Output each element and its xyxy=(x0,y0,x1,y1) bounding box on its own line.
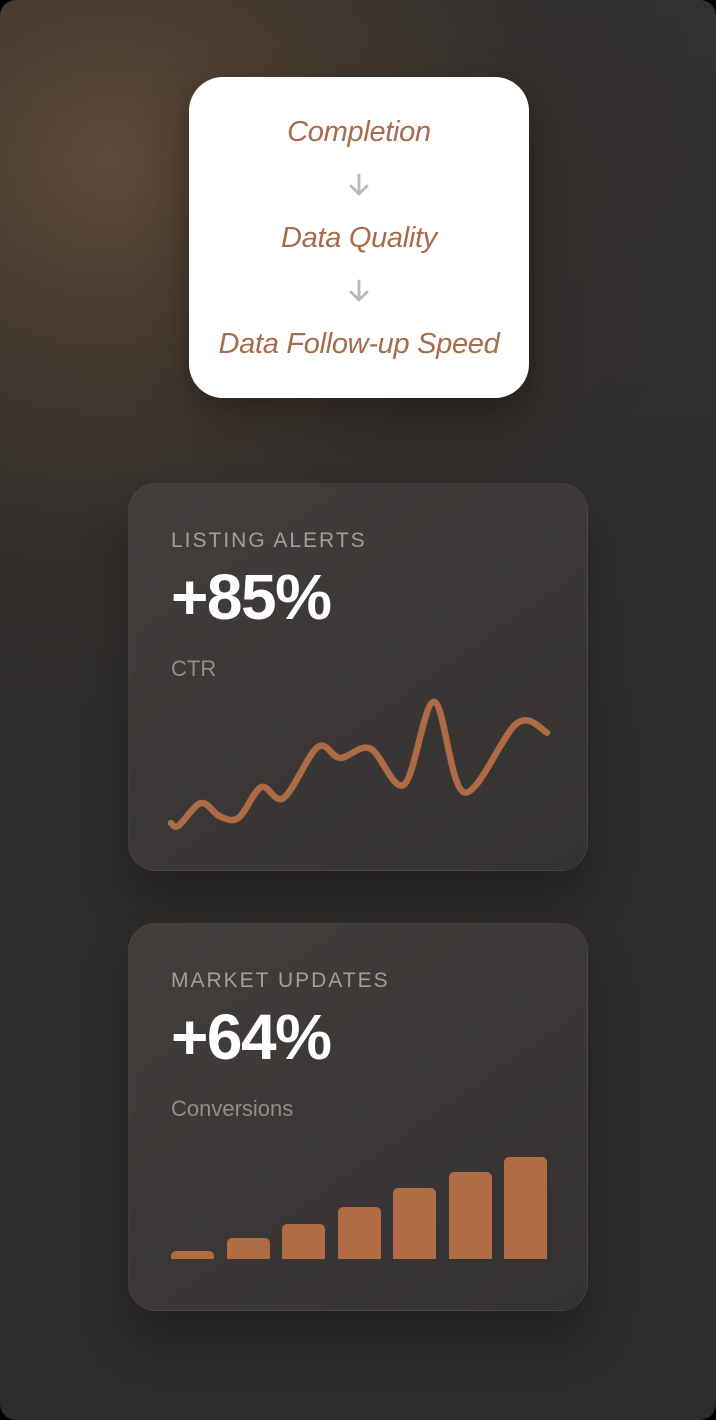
listing-alerts-card: LISTING ALERTS +85% CTR xyxy=(128,483,588,871)
bar xyxy=(393,1188,436,1259)
funnel-card: Completion Data Quality Data Follow-up S… xyxy=(189,77,529,398)
metric-sublabel: CTR xyxy=(171,656,217,681)
funnel-step-follow-up-speed: Data Follow-up Speed xyxy=(218,327,500,360)
metric-sublabel: Conversions xyxy=(171,1096,294,1121)
card-title: LISTING ALERTS xyxy=(171,529,367,552)
bar xyxy=(504,1157,547,1259)
arrow-down-icon xyxy=(349,279,369,301)
metric-value: +85% xyxy=(171,561,332,633)
funnel-step-data-quality: Data Quality xyxy=(281,221,437,254)
card-title: MARKET UPDATES xyxy=(171,969,390,992)
funnel-step-completion: Completion xyxy=(287,115,431,148)
bar xyxy=(337,1207,381,1259)
conversions-bar-chart xyxy=(171,1154,547,1259)
market-updates-card: MARKET UPDATES +64% Conversions xyxy=(128,923,588,1311)
bar xyxy=(448,1172,492,1259)
bar xyxy=(171,1251,214,1259)
ctr-line-chart xyxy=(167,698,551,830)
arrow-down-icon xyxy=(349,173,369,195)
bar xyxy=(226,1238,270,1259)
bar xyxy=(282,1224,325,1259)
metric-value: +64% xyxy=(171,1001,332,1073)
